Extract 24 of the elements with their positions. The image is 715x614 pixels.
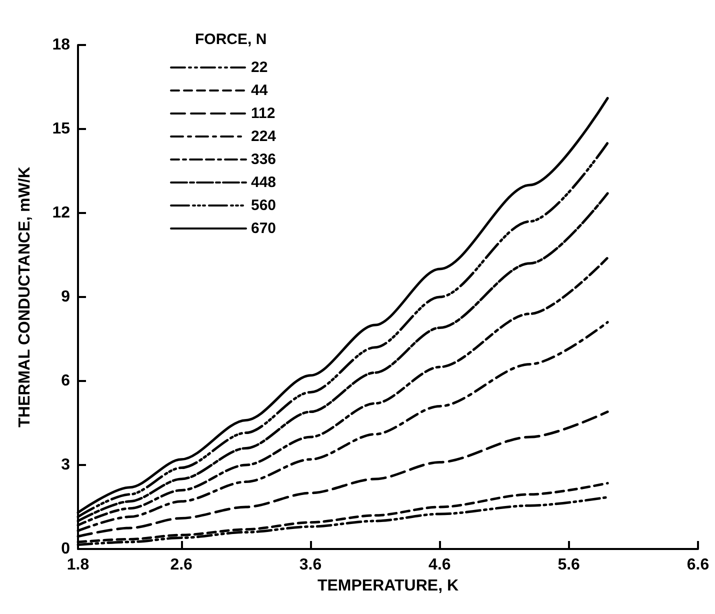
y-axis-title: THERMAL CONDUCTANCE, mW/K <box>16 166 34 428</box>
x-tick-label: 1.8 <box>66 556 90 574</box>
legend-label: 336 <box>251 151 276 168</box>
x-tick-label: 4.6 <box>428 556 451 574</box>
y-tick-label: 15 <box>52 120 70 138</box>
x-axis-title: TEMPERATURE, K <box>317 577 459 594</box>
legend-label: 670 <box>251 220 276 237</box>
legend-label: 560 <box>251 197 276 214</box>
y-tick-label: 0 <box>61 540 70 558</box>
y-tick-label: 18 <box>52 36 70 54</box>
x-tick-label: 6.6 <box>686 556 710 574</box>
legend-label: 44 <box>251 82 268 99</box>
legend-label: 112 <box>251 105 276 122</box>
legend-label: 22 <box>251 59 268 76</box>
legend-label: 224 <box>251 128 277 145</box>
x-tick-label: 2.6 <box>170 556 193 574</box>
y-tick-label: 12 <box>52 204 70 222</box>
y-tick-label: 3 <box>61 456 70 474</box>
y-tick-label: 6 <box>61 372 70 390</box>
x-tick-label: 3.6 <box>299 556 322 574</box>
x-tick-label: 5.6 <box>558 556 580 574</box>
y-tick-label: 9 <box>61 288 70 306</box>
legend-label: 448 <box>251 174 276 191</box>
legend-title: FORCE, N <box>195 31 267 48</box>
